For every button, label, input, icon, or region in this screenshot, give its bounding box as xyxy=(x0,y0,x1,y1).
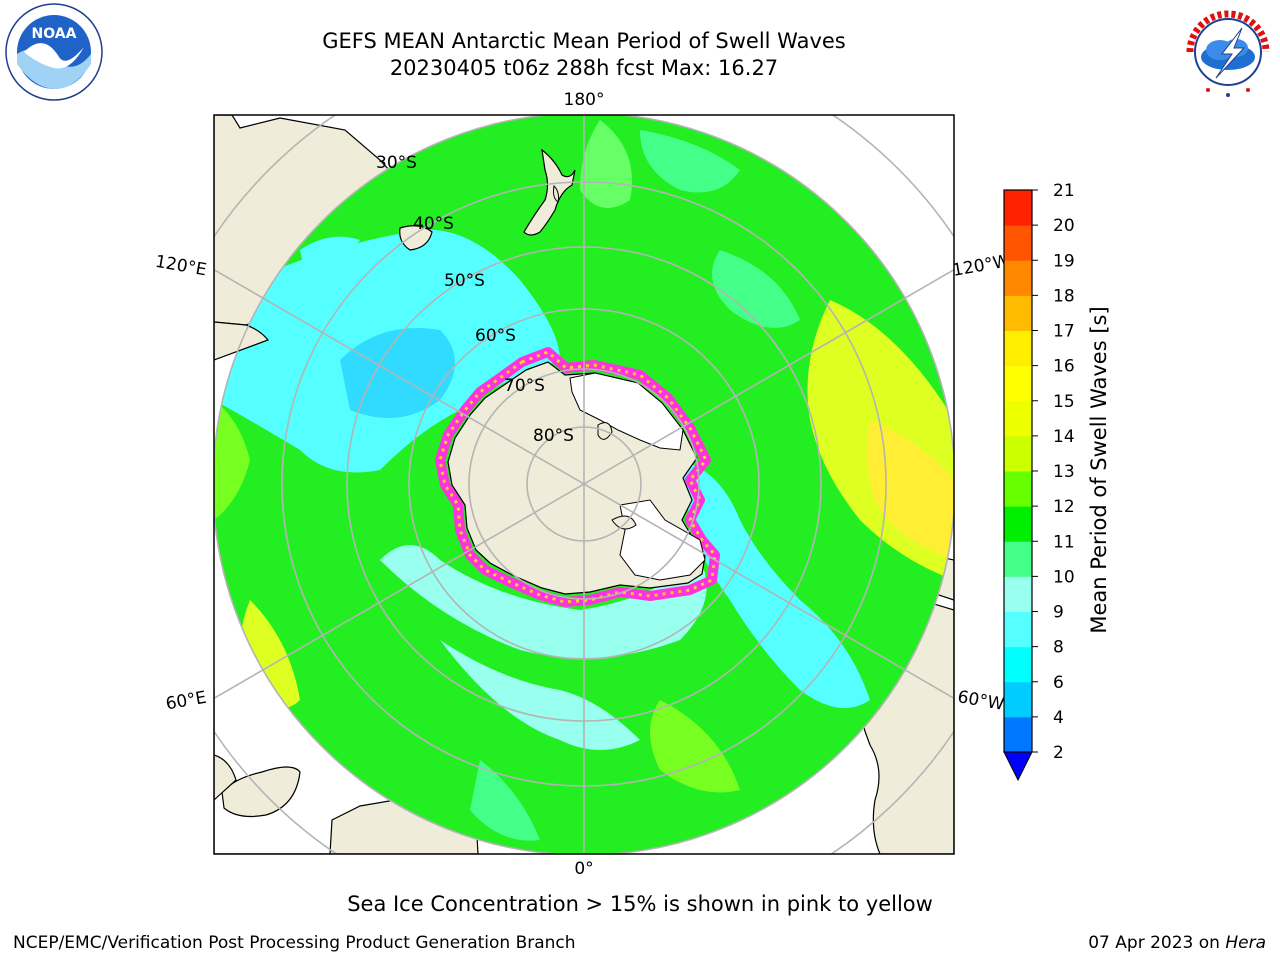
colorbar-swatch xyxy=(1004,646,1032,683)
colorbar-swatch xyxy=(1004,716,1032,753)
colorbar-swatch xyxy=(1004,611,1032,648)
colorbar-tick-label: 20 xyxy=(1053,216,1075,236)
colorbar-tick-label: 2 xyxy=(1053,743,1064,763)
lon-label-180: 180° xyxy=(564,90,605,110)
footer-date-text: 07 Apr 2023 on xyxy=(1088,933,1226,953)
map-title: GEFS MEAN Antarctic Mean Period of Swell… xyxy=(322,29,846,53)
colorbar-tick-label: 12 xyxy=(1053,497,1075,517)
colorbar-tick-label: 9 xyxy=(1053,603,1064,623)
lat-label-30s: 30°S xyxy=(376,153,417,173)
footer-machine: Hera xyxy=(1225,933,1266,953)
sea-ice-note: Sea Ice Concentration > 15% is shown in … xyxy=(347,892,933,916)
lon-label-120e: 120°E xyxy=(154,252,208,281)
colorbar-tick-label: 21 xyxy=(1053,181,1075,201)
colorbar-tick-label: 14 xyxy=(1053,427,1075,447)
map-frame xyxy=(213,114,955,855)
colorbar-swatch xyxy=(1004,365,1032,402)
colorbar-swatch xyxy=(1004,330,1032,367)
colorbar-swatch xyxy=(1004,681,1032,718)
map-subtitle: 20230405 t06z 288h fcst Max: 16.27 xyxy=(389,56,779,80)
lon-label-120w: 120°W xyxy=(951,251,1012,281)
colorbar-swatch xyxy=(1004,576,1032,612)
antarctica xyxy=(435,347,720,607)
new-zealand xyxy=(523,148,576,236)
colorbar-tick-label: 17 xyxy=(1053,322,1075,342)
colorbar-tick-label: 4 xyxy=(1053,708,1064,728)
colorbar-swatch xyxy=(1004,435,1032,472)
lat-label-50s: 50°S xyxy=(444,271,485,291)
colorbar-swatch xyxy=(1004,190,1032,226)
colorbar-swatch xyxy=(1004,541,1032,577)
lon-label-0: 0° xyxy=(574,859,593,879)
colorbar-tick-label: 8 xyxy=(1053,638,1064,658)
graticule xyxy=(214,115,954,854)
lat-label-40s: 40°S xyxy=(413,214,454,234)
colorbar-swatch xyxy=(1004,400,1032,437)
colorbar-tick-label: 6 xyxy=(1053,673,1064,693)
lon-label-60w: 60°W xyxy=(956,687,1006,715)
colorbar-under-triangle xyxy=(1003,751,1033,782)
lat-label-60s: 60°S xyxy=(475,326,516,346)
colorbar-tick-label: 13 xyxy=(1053,462,1075,482)
colorbar-swatch xyxy=(1004,225,1032,261)
latitude-labels: 30°S 40°S 50°S 60°S 70°S 80°S xyxy=(376,153,574,446)
colorbar-swatch xyxy=(1004,295,1032,331)
noaa-logo-text: NOAA xyxy=(32,26,77,42)
colorbar-swatch xyxy=(1004,506,1032,542)
colorbar-label: Mean Period of Swell Waves [s] xyxy=(1087,306,1111,633)
lat-label-70s: 70°S xyxy=(504,376,545,396)
colorbar-tick-label: 15 xyxy=(1053,392,1075,412)
colorbar-swatch xyxy=(1004,260,1032,296)
noaa-logo: NOAA xyxy=(5,3,103,101)
lon-label-60e: 60°E xyxy=(164,688,208,715)
nws-logo xyxy=(1181,5,1275,99)
lat-label-80s: 80°S xyxy=(533,426,574,446)
colorbar-tick-label: 19 xyxy=(1053,251,1075,271)
footer-date: 07 Apr 2023 on Hera xyxy=(1088,933,1266,953)
footer-credit: NCEP/EMC/Verification Post Processing Pr… xyxy=(13,933,576,953)
colorbar-tick-label: 18 xyxy=(1053,286,1075,306)
colorbar-tick-label: 11 xyxy=(1053,532,1075,552)
colorbar-swatch xyxy=(1004,471,1032,507)
colorbar-tick-label: 10 xyxy=(1053,567,1075,587)
colorbar-tick-label: 16 xyxy=(1053,357,1075,377)
colorbar: 2 4 6 8 9 10 11 12 13 14 15 16 17 18 19 20 21 xyxy=(1003,181,1075,782)
